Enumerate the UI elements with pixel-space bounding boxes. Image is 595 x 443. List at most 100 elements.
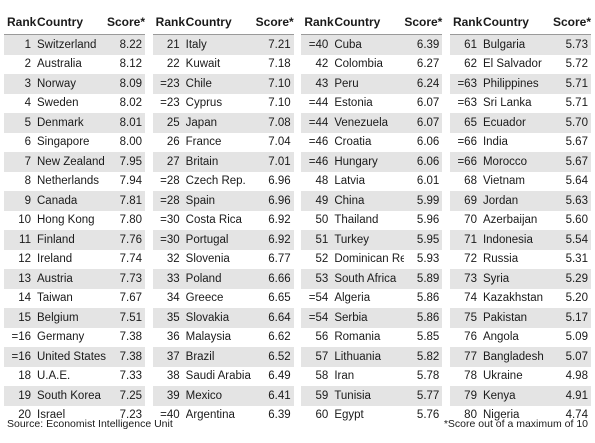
- score-cell: 5.67: [552, 152, 591, 172]
- rank-cell: =44: [308, 97, 329, 110]
- country-cell: Czech Rep.: [185, 175, 246, 188]
- table-row: =40 Cuba 6.39: [301, 34, 443, 55]
- score-cell: 8.09: [107, 74, 145, 94]
- rank-cell: 48: [315, 175, 329, 188]
- table-row: 76 Angola 5.09: [450, 328, 591, 348]
- table-body: =40 Cuba 6.39 42 Colombia 6.27 43 Peru 6.24 =44 Es…: [301, 34, 443, 426]
- table-row: 72 Russia 5.31: [450, 250, 591, 270]
- score-cell: 6.07: [416, 97, 440, 110]
- country-cell: El Salvador: [482, 58, 542, 71]
- rank-cell: 43: [301, 74, 335, 94]
- country-cell: Argentina: [185, 409, 235, 422]
- table-row: 21 Italy 7.21: [152, 34, 294, 55]
- score-cell: 7.38: [119, 331, 142, 344]
- table-row: =54 Algeria 5.86: [301, 289, 442, 309]
- country-cell: Serbia: [334, 308, 405, 328]
- score-cell: 6.65: [268, 292, 291, 305]
- score-cell: 7.38: [107, 347, 145, 367]
- country-cell: Cuba: [334, 34, 405, 55]
- rank-cell: 77: [449, 347, 483, 367]
- header-row: Rank Country Score*: [4, 10, 145, 35]
- rank-cell: 10: [18, 214, 31, 227]
- table-row: 1 Switzerland 8.22: [4, 34, 145, 55]
- rank-cell: =40: [160, 409, 180, 422]
- ranking-table-2: Rank Country Score* 21 Italy 7.21 22 Kuwait 7…: [152, 10, 294, 425]
- rank-cell: 42: [315, 58, 329, 71]
- country-cell: Syria: [482, 269, 553, 289]
- rank-cell: 53: [301, 269, 335, 289]
- table-row: 62 El Salvador 5.72: [450, 55, 591, 75]
- score-cell: 7.95: [107, 152, 145, 172]
- country-cell: Slovenia: [185, 253, 230, 266]
- table-row: 69 Jordan 5.63: [449, 191, 591, 211]
- table-row: =63 Sri Lanka 5.71: [450, 94, 591, 114]
- country-cell: Sri Lanka: [482, 97, 532, 110]
- table-row: =46 Hungary 6.06: [301, 152, 443, 172]
- score-cell: 6.07: [404, 113, 443, 133]
- country-cell: Finland: [37, 230, 107, 250]
- table-row: 70 Azerbaijan 5.60: [450, 211, 591, 231]
- country-cell: Poland: [185, 269, 256, 289]
- table-row: 61 Bulgaria 5.73: [449, 34, 591, 55]
- score-cell: 5.82: [404, 347, 443, 367]
- rank-cell: 12: [18, 253, 31, 266]
- country-cell: Philippines: [482, 74, 553, 94]
- table-row: 4 Sweden 8.02: [4, 94, 145, 114]
- country-cell: India: [482, 136, 508, 149]
- rank-cell: 57: [301, 347, 335, 367]
- rank-cell: =54: [308, 292, 329, 305]
- country-cell: Denmark: [37, 113, 107, 133]
- score-cell: 7.67: [119, 292, 142, 305]
- country-cell: Kuwait: [185, 58, 221, 71]
- country-cell: Mexico: [185, 386, 256, 406]
- country-cell: Austria: [37, 269, 107, 289]
- score-cell: 7.18: [268, 58, 291, 71]
- score-cell: 7.25: [107, 386, 145, 406]
- country-cell: Kazakhstan: [482, 292, 544, 305]
- score-cell: 6.92: [255, 230, 294, 250]
- table-row: =16 Germany 7.38: [4, 328, 145, 348]
- country-cell: Jordan: [482, 191, 553, 211]
- score-cell: 5.89: [404, 269, 443, 289]
- table-row: 80 Nigeria 4.74: [450, 406, 591, 426]
- rank-cell: =16: [11, 331, 31, 344]
- rank-cell: =28: [160, 175, 180, 188]
- score-cell: 6.41: [255, 386, 294, 406]
- score-cell: 7.21: [255, 34, 294, 55]
- score-cell: 6.39: [268, 409, 291, 422]
- country-cell: Britain: [185, 152, 256, 172]
- score-cell: 5.93: [416, 253, 440, 266]
- rank-cell: 60: [315, 409, 329, 422]
- ranking-table-1: Rank Country Score* 1 Switzerland 8.22 2 Aus…: [4, 10, 145, 425]
- ranking-tables: Rank Country Score* 1 Switzerland 8.22 2 Aus…: [4, 10, 591, 425]
- country-cell: Hungary: [334, 152, 405, 172]
- table-row: 15 Belgium 7.51: [4, 308, 145, 328]
- table-row: 6 Singapore 8.00: [4, 133, 145, 153]
- table-row: 8 Netherlands 7.94: [4, 172, 145, 192]
- rank-cell: 1: [4, 34, 37, 55]
- table-row: 60 Egypt 5.76: [301, 406, 442, 426]
- rank-header: Rank: [301, 10, 335, 35]
- country-cell: Netherlands: [37, 175, 100, 188]
- footer: Source: Economist Intelligence Unit *Sco…: [7, 418, 588, 430]
- table-row: 37 Brazil 6.52: [152, 347, 294, 367]
- country-cell: China: [334, 191, 405, 211]
- table-row: =66 India 5.67: [450, 133, 591, 153]
- score-cell: 6.96: [255, 191, 294, 211]
- score-header: Score*: [552, 10, 591, 35]
- table-row: =54 Serbia 5.86: [301, 308, 443, 328]
- table-row: =63 Philippines 5.71: [449, 74, 591, 94]
- score-cell: 5.73: [552, 34, 591, 55]
- rank-cell: 3: [4, 74, 37, 94]
- country-cell: Angola: [482, 331, 519, 344]
- header-row: Rank Country Score*: [449, 10, 591, 35]
- score-cell: 6.66: [255, 269, 294, 289]
- country-cell: Russia: [482, 253, 519, 266]
- table-row: 74 Kazakhstan 5.20: [450, 289, 591, 309]
- header-row: Rank Country Score*: [301, 10, 442, 35]
- table-row: 52 Dominican Rep. 5.93: [301, 250, 442, 270]
- country-cell: Colombia: [334, 58, 383, 71]
- country-cell: Bangladesh: [482, 347, 553, 367]
- country-cell: Azerbaijan: [482, 214, 538, 227]
- rank-cell: 8: [24, 175, 31, 188]
